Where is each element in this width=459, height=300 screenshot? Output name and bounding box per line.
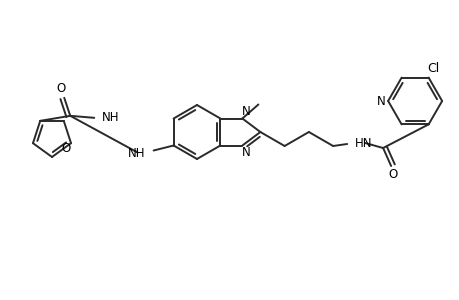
Text: N: N (241, 105, 250, 118)
Text: O: O (56, 82, 66, 95)
Text: HN: HN (354, 136, 372, 149)
Text: Cl: Cl (426, 62, 439, 75)
Text: NH: NH (128, 147, 146, 160)
Text: NH: NH (102, 111, 119, 124)
Text: N: N (241, 146, 250, 159)
Text: O: O (388, 169, 397, 182)
Text: O: O (61, 142, 71, 155)
Text: N: N (376, 94, 385, 107)
